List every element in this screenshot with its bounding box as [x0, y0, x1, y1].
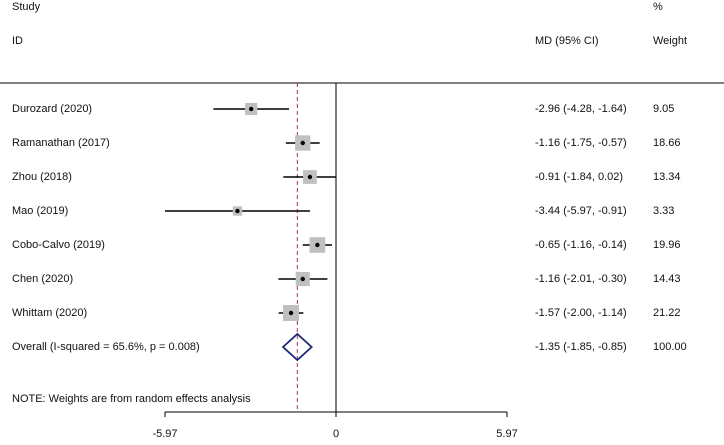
point-estimate	[307, 174, 313, 180]
study-label: Zhou (2018)	[12, 171, 72, 183]
study-ci-text: -3.44 (-5.97, -0.91)	[535, 205, 627, 217]
study-weight: 9.05	[653, 103, 675, 115]
study-ci-text: -1.16 (-2.01, -0.30)	[535, 273, 627, 285]
overall-weight: 100.00	[653, 341, 687, 353]
point-estimate	[235, 208, 240, 214]
study-ci-text: -2.96 (-4.28, -1.64)	[535, 103, 627, 115]
overall-diamond	[281, 332, 313, 362]
point-estimate	[315, 242, 320, 248]
study-header: Study	[12, 1, 41, 13]
x-tick-label: 0	[333, 428, 339, 440]
study-label: Durozard (2020)	[12, 103, 93, 115]
study-label: Ramanathan (2017)	[12, 137, 110, 149]
axis-group: -5.97 0 5.97	[0, 82, 724, 440]
study-weight: 14.43	[653, 273, 681, 285]
study-label: Whittam (2020)	[12, 307, 88, 319]
study-weight: 19.96	[653, 239, 681, 251]
study-ci-text: -1.57 (-2.00, -1.14)	[535, 307, 627, 319]
study-label: Mao (2019)	[12, 205, 69, 217]
study-ci-text: -0.65 (-1.16, -0.14)	[535, 239, 627, 251]
note-text: NOTE: Weights are from random effects an…	[12, 393, 251, 405]
marks-group	[165, 102, 337, 362]
study-label: Cobo-Calvo (2019)	[12, 239, 105, 251]
study-ci-text: -1.16 (-1.75, -0.57)	[535, 137, 627, 149]
study-weight: 13.34	[653, 171, 681, 183]
x-tick-label: 5.97	[496, 428, 517, 440]
point-estimate	[300, 140, 305, 146]
study-ci-text: -0.91 (-1.84, 0.02)	[535, 171, 624, 183]
study-weight: 3.33	[653, 205, 675, 217]
overall-ci-text: -1.35 (-1.85, -0.85)	[535, 341, 627, 353]
study-label: Chen (2020)	[12, 273, 74, 285]
md-ci-header: MD (95% CI)	[535, 35, 599, 47]
percent-header: %	[653, 1, 663, 13]
point-estimate	[300, 276, 305, 282]
study-weight: 18.66	[653, 137, 681, 149]
study-weight: 21.22	[653, 307, 681, 319]
x-tick-label: -5.97	[152, 428, 177, 440]
weight-header: Weight	[653, 35, 688, 47]
point-estimate	[249, 106, 254, 112]
point-estimate	[288, 310, 294, 316]
id-header: ID	[12, 35, 23, 47]
overall-label: Overall (I-squared = 65.6%, p = 0.008)	[12, 341, 200, 353]
